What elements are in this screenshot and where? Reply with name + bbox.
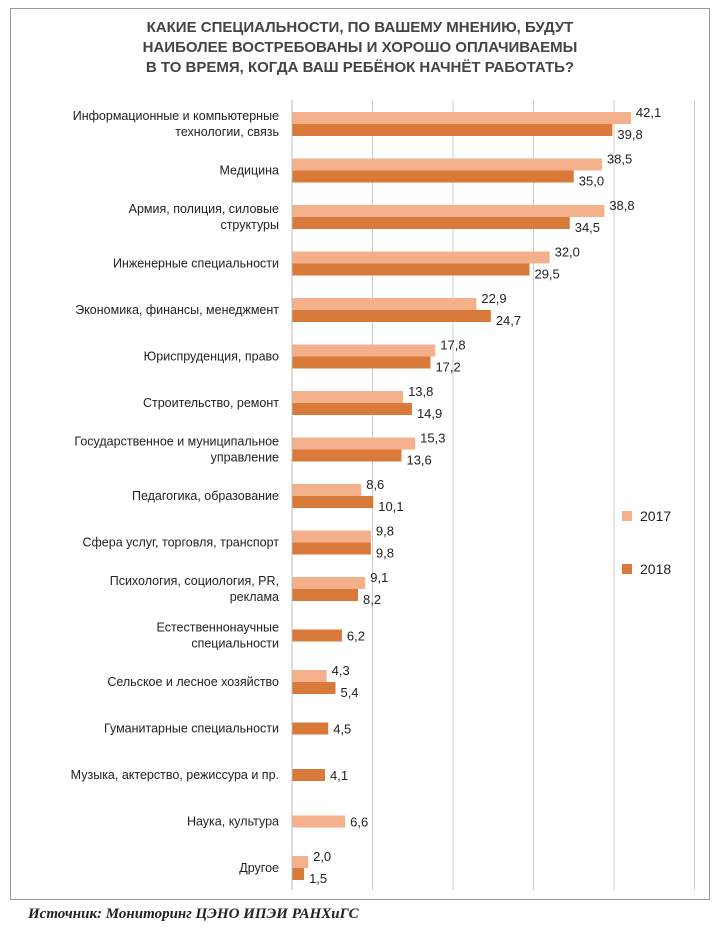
- bar-2017: [292, 670, 327, 682]
- category-label: Естественнонаучные специальности: [157, 621, 280, 651]
- bar-2017: [292, 856, 309, 868]
- bar-2018: [292, 722, 329, 735]
- bar-2017: [292, 251, 550, 264]
- value-label-2017: 9,1: [370, 570, 388, 585]
- bar-2017: [292, 391, 404, 403]
- category-label: Медицина: [219, 164, 279, 178]
- bar-2017: [292, 344, 436, 357]
- value-label-2018: 4,1: [330, 768, 348, 783]
- value-label-2017: 8,6: [366, 477, 384, 492]
- value-label-2018: 5,4: [340, 685, 358, 700]
- value-label-2018: 6,2: [347, 629, 365, 644]
- value-label-2018: 14,9: [417, 406, 442, 421]
- bar-2018: [292, 629, 342, 642]
- chart-title-line-1: КАКИЕ СПЕЦИАЛЬНОСТИ, ПО ВАШЕМУ МНЕНИЮ, Б…: [146, 19, 574, 36]
- bar-2018: [292, 217, 570, 229]
- category-label: Педагогика, образование: [132, 489, 279, 503]
- value-label-2017: 42,1: [636, 105, 661, 120]
- value-label-2018: 29,5: [534, 267, 559, 282]
- bar-2017: [292, 815, 346, 828]
- value-label-2017: 2,0: [313, 849, 331, 864]
- bar-2017: [292, 205, 605, 217]
- value-label-2018: 34,5: [575, 220, 600, 235]
- category-label: Сфера услуг, торговля, транспорт: [82, 536, 279, 550]
- bar-2017: [292, 298, 477, 310]
- category-label: Государственное и муниципальное управлени…: [74, 435, 279, 465]
- chart-title-line-2: НАИБОЛЕЕ ВОСТРЕБОВАНЫ И ХОРОШО ОПЛАЧИВАЕ…: [142, 39, 578, 56]
- value-label-2017: 15,3: [420, 431, 445, 446]
- category-label: Наука, культура: [187, 815, 279, 829]
- category-label: Психология, социология, PR, реклама: [110, 574, 279, 604]
- bar-2018: [292, 403, 412, 415]
- bar-2017: [292, 437, 416, 450]
- value-label-2018: 17,2: [435, 360, 460, 375]
- legend-swatch-2018: [622, 564, 632, 574]
- category-label: Сельское и лесное хозяйство: [107, 675, 279, 689]
- category-label: Другое: [239, 861, 279, 875]
- value-label-2018: 35,0: [579, 174, 604, 189]
- value-label-2018: 13,6: [406, 453, 431, 468]
- value-label-2018: 1,5: [309, 871, 327, 886]
- value-label-2017: 17,8: [440, 338, 465, 353]
- value-label-2017: 38,5: [607, 152, 632, 167]
- value-label-2017: 32,0: [555, 245, 580, 260]
- chart-title: КАКИЕ СПЕЦИАЛЬНОСТИ, ПО ВАШЕМУ МНЕНИЮ, Б…: [10, 18, 710, 78]
- category-label: Гуманитарные специальности: [104, 722, 279, 736]
- bar-2017: [292, 484, 362, 496]
- value-label-2018: 9,8: [376, 546, 394, 561]
- bar-2017: [292, 112, 631, 124]
- category-label: Строительство, ремонт: [143, 396, 279, 410]
- category-label: Музыка, актерство, режиссура и пр.: [71, 768, 279, 782]
- value-label-2018: 39,8: [617, 127, 642, 142]
- bar-2018: [292, 263, 530, 276]
- bar-2018: [292, 496, 374, 508]
- value-label-2018: 10,1: [378, 499, 403, 514]
- category-label: Экономика, финансы, менеджмент: [75, 303, 279, 317]
- value-label-2017: 13,8: [408, 384, 433, 399]
- category-label: Армия, полиция, силовые структуры: [129, 202, 279, 232]
- value-label-2017: 38,8: [609, 198, 634, 213]
- value-label-2017: 22,9: [481, 291, 506, 306]
- value-label-2017: 4,3: [332, 663, 350, 678]
- bar-2018: [292, 542, 371, 555]
- value-label-2018: 8,2: [363, 592, 381, 607]
- legend-label-2018: 2018: [640, 561, 672, 577]
- chart-frame: [10, 8, 710, 900]
- bar-chart: Информационные и компьютерные технологии,…: [71, 100, 695, 890]
- category-label: Инженерные специальности: [113, 257, 279, 271]
- bar-2018: [292, 589, 359, 601]
- bar-2018: [292, 310, 491, 322]
- bar-2017: [292, 577, 366, 589]
- bar-2018: [292, 124, 613, 136]
- source-note: Источник: Мониторинг ЦЭНО ИПЭИ РАНХиГС: [28, 906, 359, 922]
- legend-item-2018: 2018: [622, 561, 671, 577]
- category-label: Информационные и компьютерные технологии,…: [73, 109, 279, 139]
- category-label: Юриспруденция, право: [144, 350, 279, 364]
- value-label-2017: 9,8: [376, 524, 394, 539]
- bar-2018: [292, 449, 402, 462]
- legend-swatch-2017: [622, 511, 632, 521]
- bar-2017: [292, 158, 602, 171]
- bar-2018: [292, 356, 431, 369]
- bar-2018: [292, 769, 326, 781]
- value-label-2018: 24,7: [496, 313, 521, 328]
- bar-2018: [292, 682, 336, 694]
- legend-item-2017: 2017: [622, 508, 671, 524]
- bar-2018: [292, 170, 574, 183]
- legend-label-2017: 2017: [640, 508, 672, 524]
- bar-2018: [292, 868, 305, 880]
- value-label-2017: 6,6: [350, 815, 368, 830]
- bar-2017: [292, 530, 371, 543]
- value-label-2018: 4,5: [333, 722, 351, 737]
- chart-title-line-3: В ТО ВРЕМЯ, КОГДА ВАШ РЕБЁНОК НАЧНЁТ РАБ…: [145, 59, 575, 76]
